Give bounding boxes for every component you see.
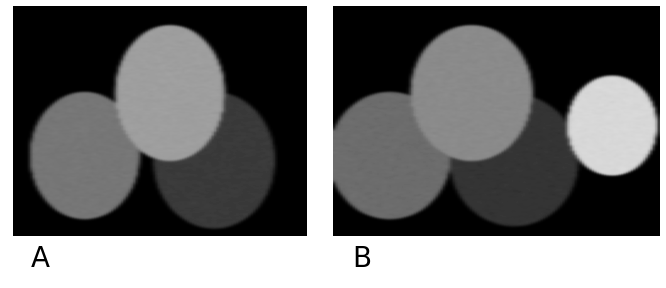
Text: B: B: [352, 245, 372, 274]
Text: A: A: [31, 245, 50, 274]
